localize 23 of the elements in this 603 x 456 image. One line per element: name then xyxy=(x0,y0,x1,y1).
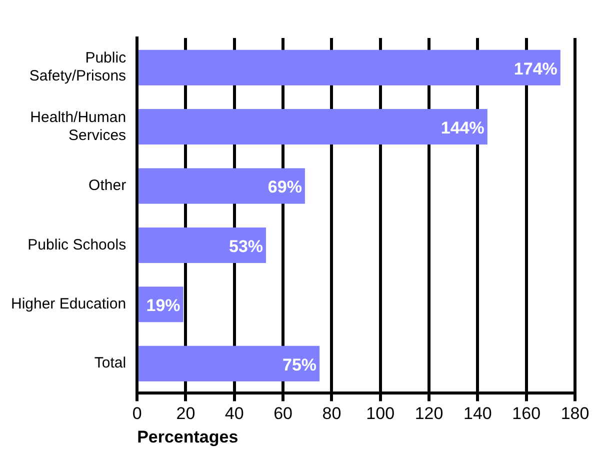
y-tick-label: Higher Education xyxy=(10,296,126,313)
y-tick-label: Public Schools xyxy=(28,236,126,254)
data-label: 53% xyxy=(228,236,264,256)
x-tick-label: 120 xyxy=(414,404,444,424)
x-tick-label: 0 xyxy=(132,404,142,424)
y-tick-label: Health/Human Services xyxy=(30,108,126,144)
y-tick-label: Public Safety/Prisons xyxy=(29,50,127,85)
data-label: 144% xyxy=(440,118,484,138)
y-tick-label: Other xyxy=(88,177,126,194)
x-tick-label: 140 xyxy=(463,404,492,424)
x-tick-label: 100 xyxy=(366,404,395,424)
x-tick-label: 60 xyxy=(274,404,293,424)
x-tick-label: 20 xyxy=(176,404,196,424)
data-label: 75% xyxy=(282,355,317,374)
x-tick-label: 160 xyxy=(512,404,541,424)
x-tick-label: 40 xyxy=(224,404,244,424)
x-axis-title: Percentages xyxy=(137,427,238,446)
x-tick-label: 80 xyxy=(322,404,342,424)
x-tick-label: 180 xyxy=(560,404,590,424)
y-tick-label: Total xyxy=(94,354,126,372)
data-label: 174% xyxy=(514,59,558,78)
data-label: 19% xyxy=(146,296,180,316)
data-label: 69% xyxy=(268,178,302,197)
